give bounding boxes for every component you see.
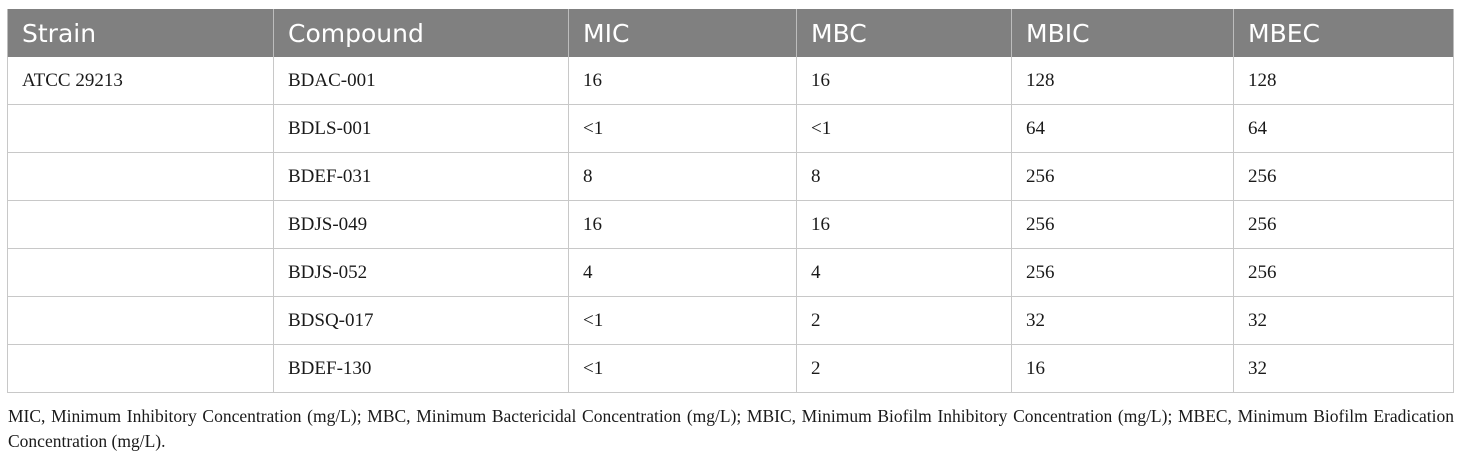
mbec-cell: 256 <box>1233 152 1454 201</box>
mbc-cell: 2 <box>796 296 1012 345</box>
mbec-cell: 256 <box>1233 248 1454 297</box>
data-table-container: Strain Compound MIC MBC MBIC MBEC ATCC 2… <box>7 9 1454 393</box>
mbec-cell: 128 <box>1233 57 1454 105</box>
mbic-cell: 256 <box>1011 248 1234 297</box>
compound-cell: BDAC-001 <box>273 57 569 105</box>
mbic-cell: 256 <box>1011 200 1234 249</box>
table-row: BDEF-130 <1 2 16 32 <box>7 344 1454 393</box>
mbic-cell: 32 <box>1011 296 1234 345</box>
column-header-mbc: MBC <box>796 9 1012 57</box>
mbic-cell: 256 <box>1011 152 1234 201</box>
table-footnote: MIC, Minimum Inhibitory Concentration (m… <box>8 406 1454 451</box>
table-row: BDEF-031 8 8 256 256 <box>7 152 1454 201</box>
mic-cell: 4 <box>568 248 797 297</box>
mbc-cell: 4 <box>796 248 1012 297</box>
mbc-cell: 8 <box>796 152 1012 201</box>
column-header-mbec: MBEC <box>1233 9 1454 57</box>
mbec-cell: 64 <box>1233 104 1454 153</box>
mic-cell: 16 <box>568 57 797 105</box>
mic-cell: <1 <box>568 104 797 153</box>
strain-cell <box>7 104 274 153</box>
compound-cell: BDSQ-017 <box>273 296 569 345</box>
column-header-strain: Strain <box>7 9 274 57</box>
mbic-cell: 128 <box>1011 57 1234 105</box>
mbic-cell: 64 <box>1011 104 1234 153</box>
strain-cell <box>7 200 274 249</box>
mbec-cell: 32 <box>1233 344 1454 393</box>
strain-cell <box>7 248 274 297</box>
mic-cell: 16 <box>568 200 797 249</box>
column-header-mbic: MBIC <box>1011 9 1234 57</box>
results-table: Strain Compound MIC MBC MBIC MBEC ATCC 2… <box>7 9 1454 393</box>
strain-cell <box>7 296 274 345</box>
table-row: ATCC 29213 BDAC-001 16 16 128 128 <box>7 57 1454 105</box>
compound-cell: BDLS-001 <box>273 104 569 153</box>
mbc-cell: <1 <box>796 104 1012 153</box>
compound-cell: BDEF-031 <box>273 152 569 201</box>
table-row: BDSQ-017 <1 2 32 32 <box>7 296 1454 345</box>
mic-cell: <1 <box>568 344 797 393</box>
table-row: BDJS-052 4 4 256 256 <box>7 248 1454 297</box>
strain-cell <box>7 344 274 393</box>
header-row: Strain Compound MIC MBC MBIC MBEC <box>7 9 1454 57</box>
table-row: BDLS-001 <1 <1 64 64 <box>7 104 1454 153</box>
table-row: BDJS-049 16 16 256 256 <box>7 200 1454 249</box>
compound-cell: BDJS-049 <box>273 200 569 249</box>
compound-cell: BDJS-052 <box>273 248 569 297</box>
column-header-mic: MIC <box>568 9 797 57</box>
mbec-cell: 32 <box>1233 296 1454 345</box>
mbc-cell: 16 <box>796 200 1012 249</box>
mbec-cell: 256 <box>1233 200 1454 249</box>
mbic-cell: 16 <box>1011 344 1234 393</box>
strain-cell <box>7 152 274 201</box>
column-header-compound: Compound <box>273 9 569 57</box>
mbc-cell: 16 <box>796 57 1012 105</box>
mic-cell: <1 <box>568 296 797 345</box>
strain-cell: ATCC 29213 <box>7 57 274 105</box>
compound-cell: BDEF-130 <box>273 344 569 393</box>
mic-cell: 8 <box>568 152 797 201</box>
mbc-cell: 2 <box>796 344 1012 393</box>
